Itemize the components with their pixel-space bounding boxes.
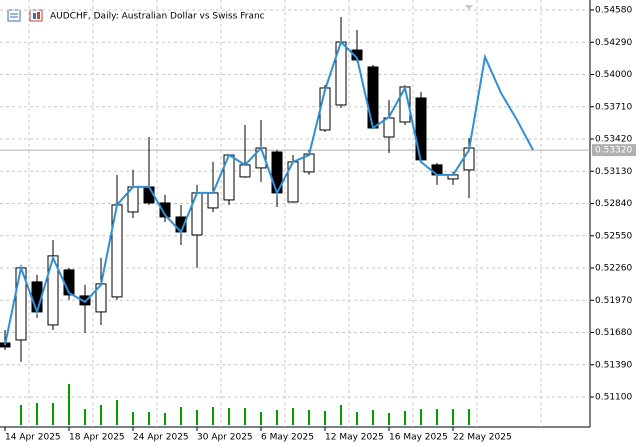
- x-tick-label: 12 May 2025: [325, 433, 384, 443]
- y-tick-label: 0.54000: [595, 70, 632, 80]
- volume-bar: [276, 410, 278, 425]
- volume-bar: [244, 408, 246, 425]
- volume-bar: [20, 405, 22, 425]
- volume-bar: [372, 410, 374, 425]
- volume-bar: [180, 407, 182, 425]
- indicator-line: [4, 40, 534, 346]
- y-tick-label: 0.51390: [595, 360, 632, 370]
- candle-body: [239, 164, 251, 178]
- candle-body: [207, 192, 219, 209]
- y-tick-label: 0.54580: [595, 6, 632, 16]
- x-tick-label: 18 Apr 2025: [69, 433, 125, 443]
- candle-body: [431, 164, 443, 176]
- candle-body: [367, 66, 379, 129]
- volume-bar: [356, 412, 358, 425]
- x-tick-label: 14 Apr 2025: [5, 433, 61, 443]
- x-tick-label: 16 May 2025: [389, 433, 448, 443]
- candle-body: [383, 117, 395, 138]
- x-tick-label: 24 Apr 2025: [133, 433, 189, 443]
- candle-body: [159, 202, 171, 218]
- x-tick-label: 6 May 2025: [261, 433, 314, 443]
- y-tick-label: 0.52840: [595, 199, 632, 209]
- volume-bar: [132, 412, 134, 425]
- volume-bar: [404, 411, 406, 425]
- volume-bar: [52, 403, 54, 425]
- volume-bar: [436, 409, 438, 425]
- y-tick-label: 0.51680: [595, 328, 632, 338]
- y-tick-label: 0.51970: [595, 296, 632, 306]
- y-tick-label: 0.53130: [595, 167, 632, 177]
- volume-bar: [212, 407, 214, 425]
- candle-body: [319, 87, 331, 131]
- volume-bar: [164, 413, 166, 425]
- x-tick-label: 30 Apr 2025: [197, 433, 253, 443]
- volume-bar: [468, 409, 470, 425]
- icon: [37, 12, 40, 19]
- volume-bar: [260, 412, 262, 425]
- last-price-box: [592, 144, 636, 157]
- y-tick-label: 0.52260: [595, 264, 632, 274]
- volume-bar: [148, 412, 150, 425]
- y-tick-label: 0.52550: [595, 231, 632, 241]
- y-tick-label: 0.53710: [595, 102, 632, 112]
- last-price-label: 0.53320: [595, 146, 632, 156]
- volume-bar: [388, 413, 390, 425]
- volume-bar: [116, 400, 118, 425]
- volume-bar: [100, 405, 102, 425]
- volume-bar: [36, 403, 38, 425]
- shift-marker: [465, 5, 473, 10]
- y-tick-label: 0.53420: [595, 135, 632, 145]
- volume-bar: [84, 409, 86, 425]
- candle-body: [415, 97, 427, 161]
- chart-title: AUDCHF, Daily: Australian Dollar vs Swis…: [50, 12, 265, 22]
- icon: [33, 13, 36, 19]
- volume-bar: [228, 408, 230, 425]
- x-tick-label: 22 May 2025: [453, 433, 512, 443]
- volume-bar: [68, 384, 70, 425]
- volume-bar: [452, 409, 454, 425]
- volume-bar: [340, 405, 342, 425]
- volume-bar: [308, 410, 310, 425]
- candle-body: [79, 295, 91, 306]
- volume-bar: [292, 408, 294, 425]
- volume-bar: [324, 411, 326, 425]
- volume-bar: [420, 409, 422, 425]
- y-tick-label: 0.51100: [595, 393, 632, 403]
- volume-bar: [196, 410, 198, 425]
- y-tick-label: 0.54290: [595, 38, 632, 48]
